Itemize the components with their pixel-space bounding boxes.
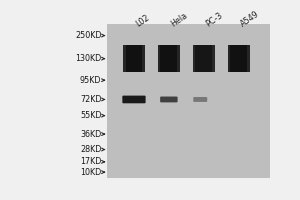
FancyBboxPatch shape [193,97,207,102]
Bar [228,45,250,72]
Text: 17KD: 17KD [80,157,101,166]
FancyBboxPatch shape [122,96,146,103]
Bar [193,45,215,72]
Text: 130KD: 130KD [75,54,101,63]
Bar [158,45,160,72]
Text: 250KD: 250KD [75,31,101,40]
Bar [123,45,145,72]
Text: PC-3: PC-3 [204,11,224,29]
Text: Hela: Hela [169,11,189,29]
Bar [158,45,180,72]
Text: 72KD: 72KD [80,95,101,104]
Text: 95KD: 95KD [80,76,101,85]
Bar [228,45,230,72]
Bar [193,45,195,72]
Text: 55KD: 55KD [80,111,101,120]
Bar [247,45,250,72]
Bar [107,24,270,178]
Bar [142,45,145,72]
Bar [177,45,180,72]
Bar [212,45,215,72]
Text: 36KD: 36KD [80,130,101,139]
FancyBboxPatch shape [160,97,178,102]
Text: 28KD: 28KD [80,145,101,154]
Text: L02: L02 [134,13,151,29]
Text: A549: A549 [238,9,261,29]
Bar [123,45,126,72]
Text: 10KD: 10KD [80,168,101,177]
